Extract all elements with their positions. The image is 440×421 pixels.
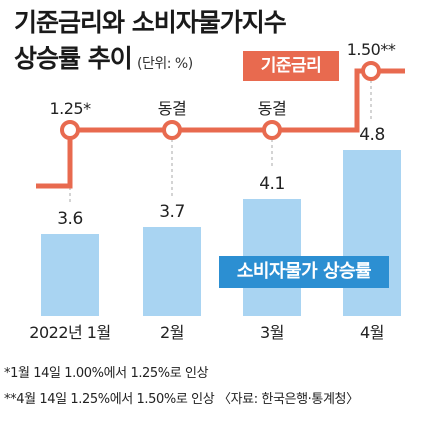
x-tick-label-1: 2022년 1월 xyxy=(29,323,110,342)
footnote-2: **4월 14일 1.25%에서 1.50%로 인상 〈자료: 한국은행·통계청… xyxy=(4,392,359,407)
rate-point-label-4: 1.50** xyxy=(347,40,396,59)
cpi-value-label-1: 3.6 xyxy=(57,209,83,229)
chart-title-line2: 상승률 추이 xyxy=(14,44,133,73)
x-tick-label-3: 3월 xyxy=(260,323,284,342)
legend-cpi-badge: 소비자물가 상승률 xyxy=(219,256,389,288)
x-tick-label-4: 4월 xyxy=(360,323,384,342)
cpi-bar-2 xyxy=(143,227,201,316)
rate-marker-2 xyxy=(162,120,182,140)
rate-point-label-3: 동결 xyxy=(258,99,286,118)
rate-marker-4 xyxy=(361,61,381,81)
x-tick-label-2: 2월 xyxy=(160,323,184,342)
rate-point-label-2: 동결 xyxy=(158,99,186,118)
rate-marker-1 xyxy=(60,120,80,140)
chart-title-line1: 기준금리와 소비자물가지수 xyxy=(14,8,287,37)
cpi-value-label-2: 3.7 xyxy=(159,202,185,222)
rate-marker-3 xyxy=(262,120,282,140)
cpi-bar-1 xyxy=(41,234,99,316)
cpi-value-label-3: 4.1 xyxy=(259,174,285,194)
cpi-bar-4 xyxy=(343,150,401,316)
unit-label: (단위: %) xyxy=(137,56,193,72)
legend-rate-badge: 기준금리 xyxy=(243,51,339,81)
rate-point-label-1: 1.25* xyxy=(49,99,91,118)
footnote-1: *1월 14일 1.00%에서 1.25%로 인상 xyxy=(4,366,209,381)
cpi-value-label-4: 4.8 xyxy=(359,125,385,145)
